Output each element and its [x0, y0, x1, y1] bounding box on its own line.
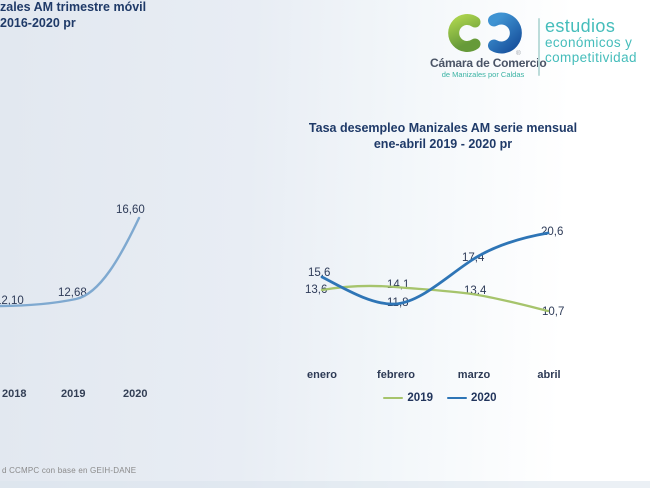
right-chart-title: Tasa desempleo Manizales AM serie mensua… [293, 121, 593, 152]
legend-item-2019: 2019 [383, 392, 433, 404]
left-point-label-2020: 16,60 [116, 204, 145, 216]
label-2020-abril: 20,6 [541, 226, 564, 238]
registered-mark: ® [516, 49, 521, 57]
right-chart-title-line1: Tasa desempleo Manizales AM serie mensua… [308, 121, 578, 135]
left-chart-title-line1: zales AM trimestre móvil [0, 0, 147, 14]
left-chart-line-plot [0, 216, 141, 308]
month-label-marzo: marzo [457, 369, 491, 381]
label-2020-febrero: 11,8 [387, 297, 409, 309]
tagline-line2: económicos y [545, 35, 633, 50]
left-point-label-2018: 12,10 [0, 295, 24, 307]
label-2020-marzo: 17,4 [462, 252, 485, 264]
label-2019-enero: 13,6 [305, 284, 328, 296]
legend-item-2020: 2020 [447, 392, 497, 404]
tagline-line1: estudios [545, 16, 616, 36]
bottom-strip [0, 481, 650, 488]
left-axis-label-2018: 2018 [2, 388, 27, 400]
left-axis-label-2020: 2020 [123, 388, 148, 400]
logo-org-name: Cámara de Comercio [430, 56, 547, 70]
logo-block: ® Cámara de Comercio de Manizales por Ca… [430, 8, 648, 90]
month-label-febrero: febrero [377, 369, 415, 381]
left-chart-title: zales AM trimestre móvil 2016-2020 pr [0, 0, 146, 31]
label-2019-febrero: 14,1 [387, 279, 410, 291]
legend-swatch-2020 [447, 396, 467, 400]
legend-label-2019: 2019 [407, 392, 433, 404]
legend-label-2020: 2020 [471, 392, 497, 404]
left-point-label-2019: 12,68 [58, 287, 87, 299]
chamber-logo-icon: ® [448, 12, 522, 57]
chart-legend: 2019 2020 [295, 392, 585, 404]
left-axis-label-2019: 2019 [61, 388, 86, 400]
logo-tagline: estudios económicos y competitividad [545, 17, 637, 65]
legend-swatch-2019 [383, 396, 404, 400]
left-chart-title-line2: 2016-2020 pr [0, 15, 76, 30]
logo-org-subtitle: de Manizales por Caldas [441, 70, 525, 79]
month-label-enero: enero [307, 369, 337, 381]
tagline-line3: competitividad [545, 49, 637, 65]
logo-divider [538, 18, 540, 76]
label-2019-abril: 10,7 [542, 306, 565, 318]
series-2020-line [320, 231, 550, 306]
right-chart-title-line2: ene-abril 2019 - 2020 pr [373, 136, 513, 151]
month-label-abril: abril [537, 369, 561, 381]
logo-green-c [448, 14, 481, 52]
logo-blue-c [488, 12, 522, 54]
label-2020-enero: 15,6 [308, 267, 331, 279]
series-2019-line [320, 284, 550, 313]
label-2019-marzo: 13,4 [464, 285, 487, 297]
source-note: d CCMPC con base en GEIH-DANE [2, 466, 137, 475]
